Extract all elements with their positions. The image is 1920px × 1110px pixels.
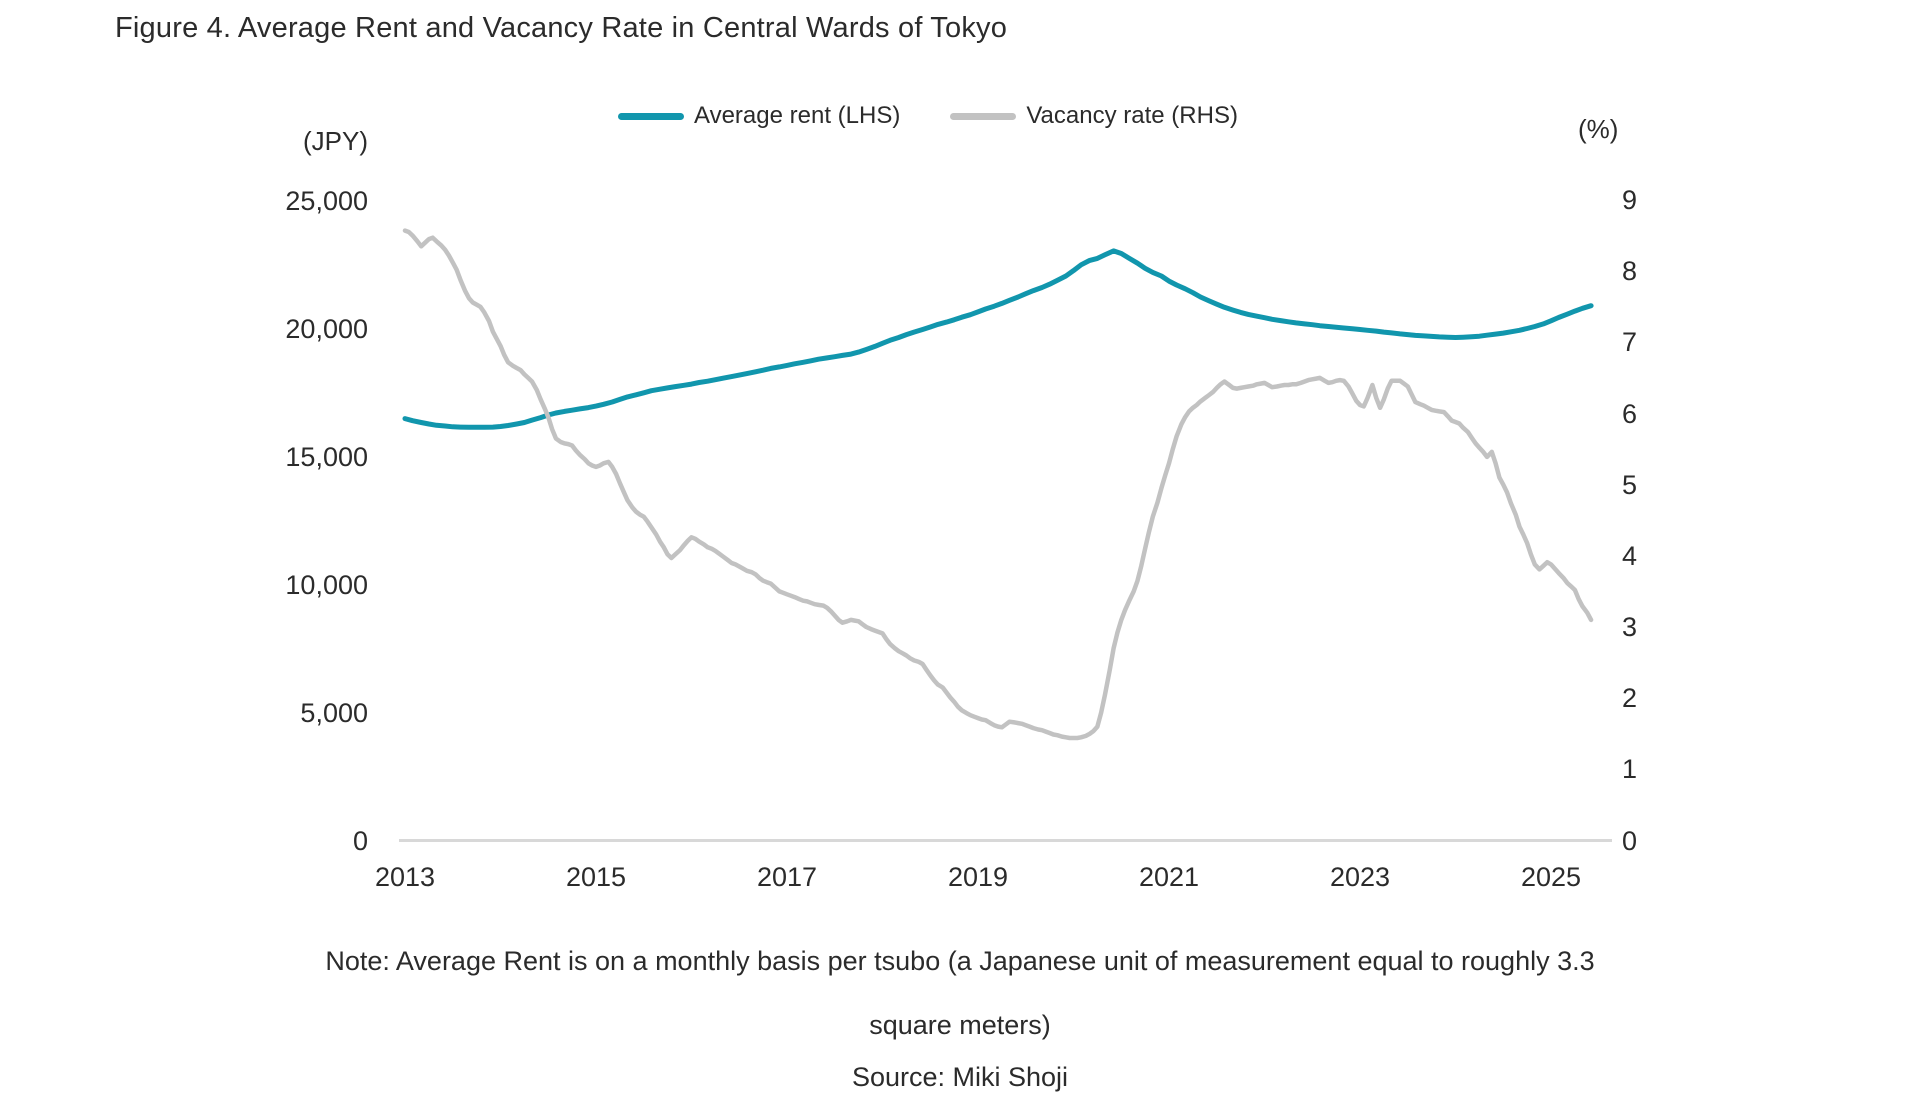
y-axis-left-tick: 15,000 bbox=[285, 441, 368, 472]
y-axis-right-tick: 2 bbox=[1622, 683, 1638, 714]
chart-legend: Average rent (LHS) Vacancy rate (RHS) bbox=[618, 101, 1238, 131]
y-axis-right-tick: 7 bbox=[1622, 327, 1638, 358]
y-axis-left-tick: 20,000 bbox=[285, 313, 368, 344]
y-axis-right-tick: 8 bbox=[1622, 256, 1638, 287]
x-axis-tick: 2017 bbox=[756, 862, 818, 892]
legend-label-vacancy-rate: Vacancy rate (RHS) bbox=[1026, 102, 1238, 129]
y-axis-right-tick: 1 bbox=[1622, 754, 1638, 785]
x-axis-tick: 2023 bbox=[1329, 862, 1391, 892]
y-axis-left-tick: 10,000 bbox=[285, 569, 368, 600]
y-axis-left-tick: 25,000 bbox=[285, 185, 368, 216]
x-axis-tick: 2015 bbox=[565, 862, 627, 892]
left-axis-unit-label: (JPY) bbox=[303, 126, 368, 156]
y-axis-right-tick: 0 bbox=[1622, 825, 1638, 856]
legend-label-average-rent: Average rent (LHS) bbox=[694, 102, 901, 129]
y-axis-right-tick: 5 bbox=[1622, 469, 1638, 500]
average-rent-line bbox=[402, 248, 1594, 430]
note-text-line-1: Note: Average Rent is on a monthly basis… bbox=[325, 946, 1595, 976]
x-axis-tick: 2025 bbox=[1520, 862, 1582, 892]
vacancy-rate-line bbox=[402, 228, 1594, 741]
y-axis-left-tick: 0 bbox=[352, 825, 368, 856]
x-axis-tick: 2021 bbox=[1138, 862, 1200, 892]
note-text-line-2: square meters) bbox=[869, 1010, 1051, 1040]
y-axis-right-tick: 3 bbox=[1622, 612, 1638, 642]
legend-line-swatch-vacancy-rate bbox=[950, 112, 1017, 120]
y-axis-right-tick: 9 bbox=[1622, 185, 1638, 215]
y-axis-right-tick: 6 bbox=[1622, 398, 1638, 429]
x-axis-tick: 2013 bbox=[374, 862, 436, 892]
source-text: Source: Miki Shoji bbox=[851, 1062, 1069, 1092]
x-axis-tick: 2019 bbox=[947, 862, 1009, 892]
right-axis-unit-label: (%) bbox=[1578, 114, 1619, 144]
y-axis-right-tick: 4 bbox=[1622, 540, 1638, 571]
legend-line-swatch-average-rent bbox=[618, 112, 684, 120]
figure-title: Figure 4. Average Rent and Vacancy Rate … bbox=[115, 12, 1008, 44]
y-axis-left-tick: 5,000 bbox=[300, 697, 368, 728]
